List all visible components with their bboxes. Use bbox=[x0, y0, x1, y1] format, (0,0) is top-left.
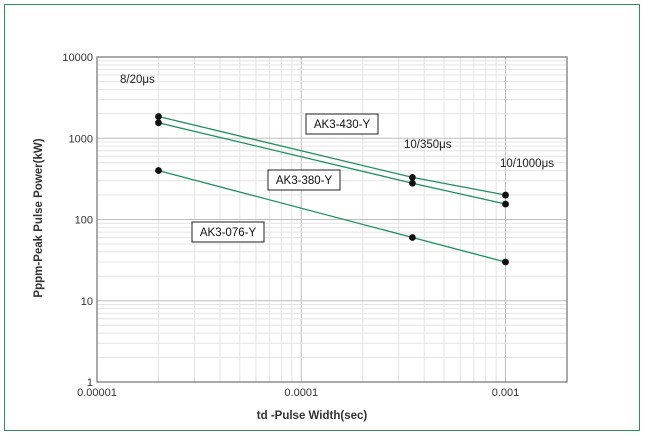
annotation-10-350: 10/350μs bbox=[404, 139, 452, 151]
series-label-text: AK3-380-Y bbox=[276, 175, 333, 187]
data-point bbox=[408, 179, 416, 187]
data-point bbox=[408, 234, 416, 241]
y-axis-title: Pppm-Peak Pulse Power(kW) bbox=[33, 138, 45, 297]
data-point bbox=[502, 258, 509, 266]
data-point bbox=[502, 200, 509, 208]
data-point bbox=[155, 113, 162, 120]
series-label-text: AK3-076-Y bbox=[200, 227, 257, 239]
series-label-text: AK3-430-Y bbox=[314, 119, 371, 131]
x-ticks: 0.00001 0.0001 0.001 bbox=[77, 387, 519, 399]
series-labels: AK3-430-Y AK3-380-Y AK3-076-Y bbox=[191, 113, 379, 243]
series-label-box bbox=[267, 169, 341, 191]
y-tick-label: 1000 bbox=[69, 133, 93, 145]
y-tick-label: 100 bbox=[75, 215, 93, 227]
series-group bbox=[155, 113, 509, 266]
data-point bbox=[408, 173, 416, 181]
series-label-box bbox=[305, 113, 379, 135]
data-point bbox=[155, 167, 162, 174]
series-label-box bbox=[191, 221, 265, 243]
y-tick-label: 10000 bbox=[62, 52, 93, 64]
grid bbox=[97, 57, 567, 382]
plot-border bbox=[96, 56, 568, 383]
y-ticks: 1 10 100 1000 10000 bbox=[62, 52, 93, 389]
y-tick-label: 10 bbox=[81, 296, 93, 308]
series-line-1 bbox=[158, 122, 506, 205]
data-point bbox=[502, 191, 509, 199]
annotation-8-20: 8/20μs bbox=[120, 74, 155, 86]
data-point bbox=[155, 119, 162, 127]
x-tick-label: 0.0001 bbox=[284, 387, 318, 399]
y-tick-label: 1 bbox=[87, 377, 93, 389]
x-tick-label: 0.001 bbox=[492, 387, 520, 399]
x-tick-label: 0.00001 bbox=[77, 387, 117, 399]
x-axis-title: td -Pulse Width(sec) bbox=[257, 410, 368, 422]
annotation-10-1000: 10/1000μs bbox=[500, 158, 554, 170]
